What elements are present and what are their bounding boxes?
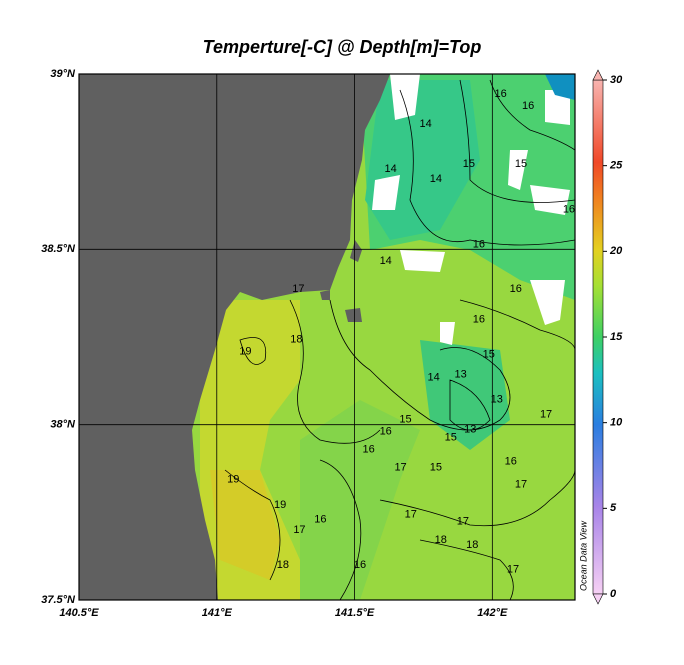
- contour-label: 18: [290, 333, 302, 345]
- y-tick-label: 37.5°N: [41, 594, 76, 606]
- x-tick-label: 140.5°E: [59, 607, 99, 619]
- contour-line: [419, 539, 514, 600]
- colorbar-tick-label: 15: [610, 331, 623, 343]
- contour-label: 14: [385, 163, 397, 175]
- colorbar-cap: [592, 69, 604, 81]
- colorbar-tick-label: 20: [609, 245, 623, 257]
- contour-line: [319, 459, 362, 600]
- y-tick-label: 38.5°N: [41, 243, 76, 255]
- contour-label: 17: [293, 524, 305, 536]
- contour-label: 18: [277, 559, 289, 571]
- contour-line: [289, 299, 381, 444]
- contour-label: 16: [473, 238, 485, 250]
- contour-label: 16: [563, 203, 575, 215]
- contour-label: 14: [380, 255, 392, 267]
- colorbar: [592, 79, 604, 595]
- contour-label: 17: [540, 408, 552, 420]
- contour-label: 17: [394, 462, 406, 474]
- contour-line: [459, 79, 575, 203]
- contour-label: 16: [314, 514, 326, 526]
- contour-label: 15: [515, 158, 527, 170]
- contour-label: 15: [399, 414, 411, 426]
- contour-label: 16: [473, 313, 485, 325]
- map-title: Temperture[-C] @ Depth[m]=Top: [203, 37, 482, 57]
- contour-label: 19: [227, 474, 239, 486]
- contour-label: 17: [457, 516, 469, 528]
- no-data: [372, 74, 570, 345]
- contour-label: 16: [494, 88, 506, 100]
- x-tick-label: 142°E: [477, 607, 508, 619]
- y-tick-label: 39°N: [50, 68, 76, 80]
- contour-label: 13: [464, 423, 476, 435]
- colorbar-tick-label: 5: [610, 502, 617, 514]
- x-tick-label: 141°E: [202, 607, 233, 619]
- contour-label: 18: [466, 539, 478, 551]
- map-field: [79, 74, 575, 600]
- colorbar-tick-label: 0: [610, 588, 617, 600]
- watermark: Ocean Data View: [578, 521, 588, 591]
- x-tick-label: 141.5°E: [335, 607, 375, 619]
- sea-field: [300, 400, 420, 600]
- colorbar-tick-label: 25: [609, 160, 623, 172]
- contour-line: [449, 379, 491, 431]
- contour-label: 16: [505, 456, 517, 468]
- contour-label: 17: [405, 509, 417, 521]
- colorbar-tick-label: 30: [610, 74, 623, 86]
- land: [320, 240, 362, 322]
- contour-label: 13: [455, 368, 467, 380]
- contour-label: 15: [430, 462, 442, 474]
- contour-label: 18: [435, 534, 447, 546]
- contour-line: [489, 79, 575, 151]
- contour-label: 16: [380, 426, 392, 438]
- contour-label: 17: [292, 283, 304, 295]
- contour-line: [459, 299, 575, 351]
- contour-label: 14: [428, 372, 440, 384]
- map-frame: [78, 73, 576, 601]
- colorbar-tick-label: 10: [610, 417, 623, 429]
- contour-label: 16: [522, 100, 534, 112]
- contour-label: 15: [463, 158, 475, 170]
- contour-label: 17: [507, 564, 519, 576]
- contour-label: 15: [483, 348, 495, 360]
- contour-label: 19: [239, 345, 251, 357]
- contour-label: 19: [274, 499, 286, 511]
- land: [79, 74, 390, 600]
- contour-label: 17: [515, 479, 527, 491]
- warm-water: [210, 470, 280, 580]
- contour-line: [239, 337, 267, 365]
- cold-water: [545, 74, 575, 100]
- colorbar-cap: [592, 593, 604, 605]
- contour-label: 16: [362, 443, 374, 455]
- contour-label: 13: [491, 394, 503, 406]
- contour-line: [224, 469, 281, 581]
- contour-label: 14: [420, 118, 432, 130]
- y-tick-label: 38°N: [50, 419, 76, 431]
- contour-label: 16: [354, 559, 366, 571]
- contour-line: [399, 89, 575, 246]
- contour-line: [329, 299, 511, 431]
- contour-line: [379, 469, 575, 527]
- contour-label: 16: [510, 283, 522, 295]
- contour-label: 15: [445, 432, 457, 444]
- contour-label: 14: [430, 173, 442, 185]
